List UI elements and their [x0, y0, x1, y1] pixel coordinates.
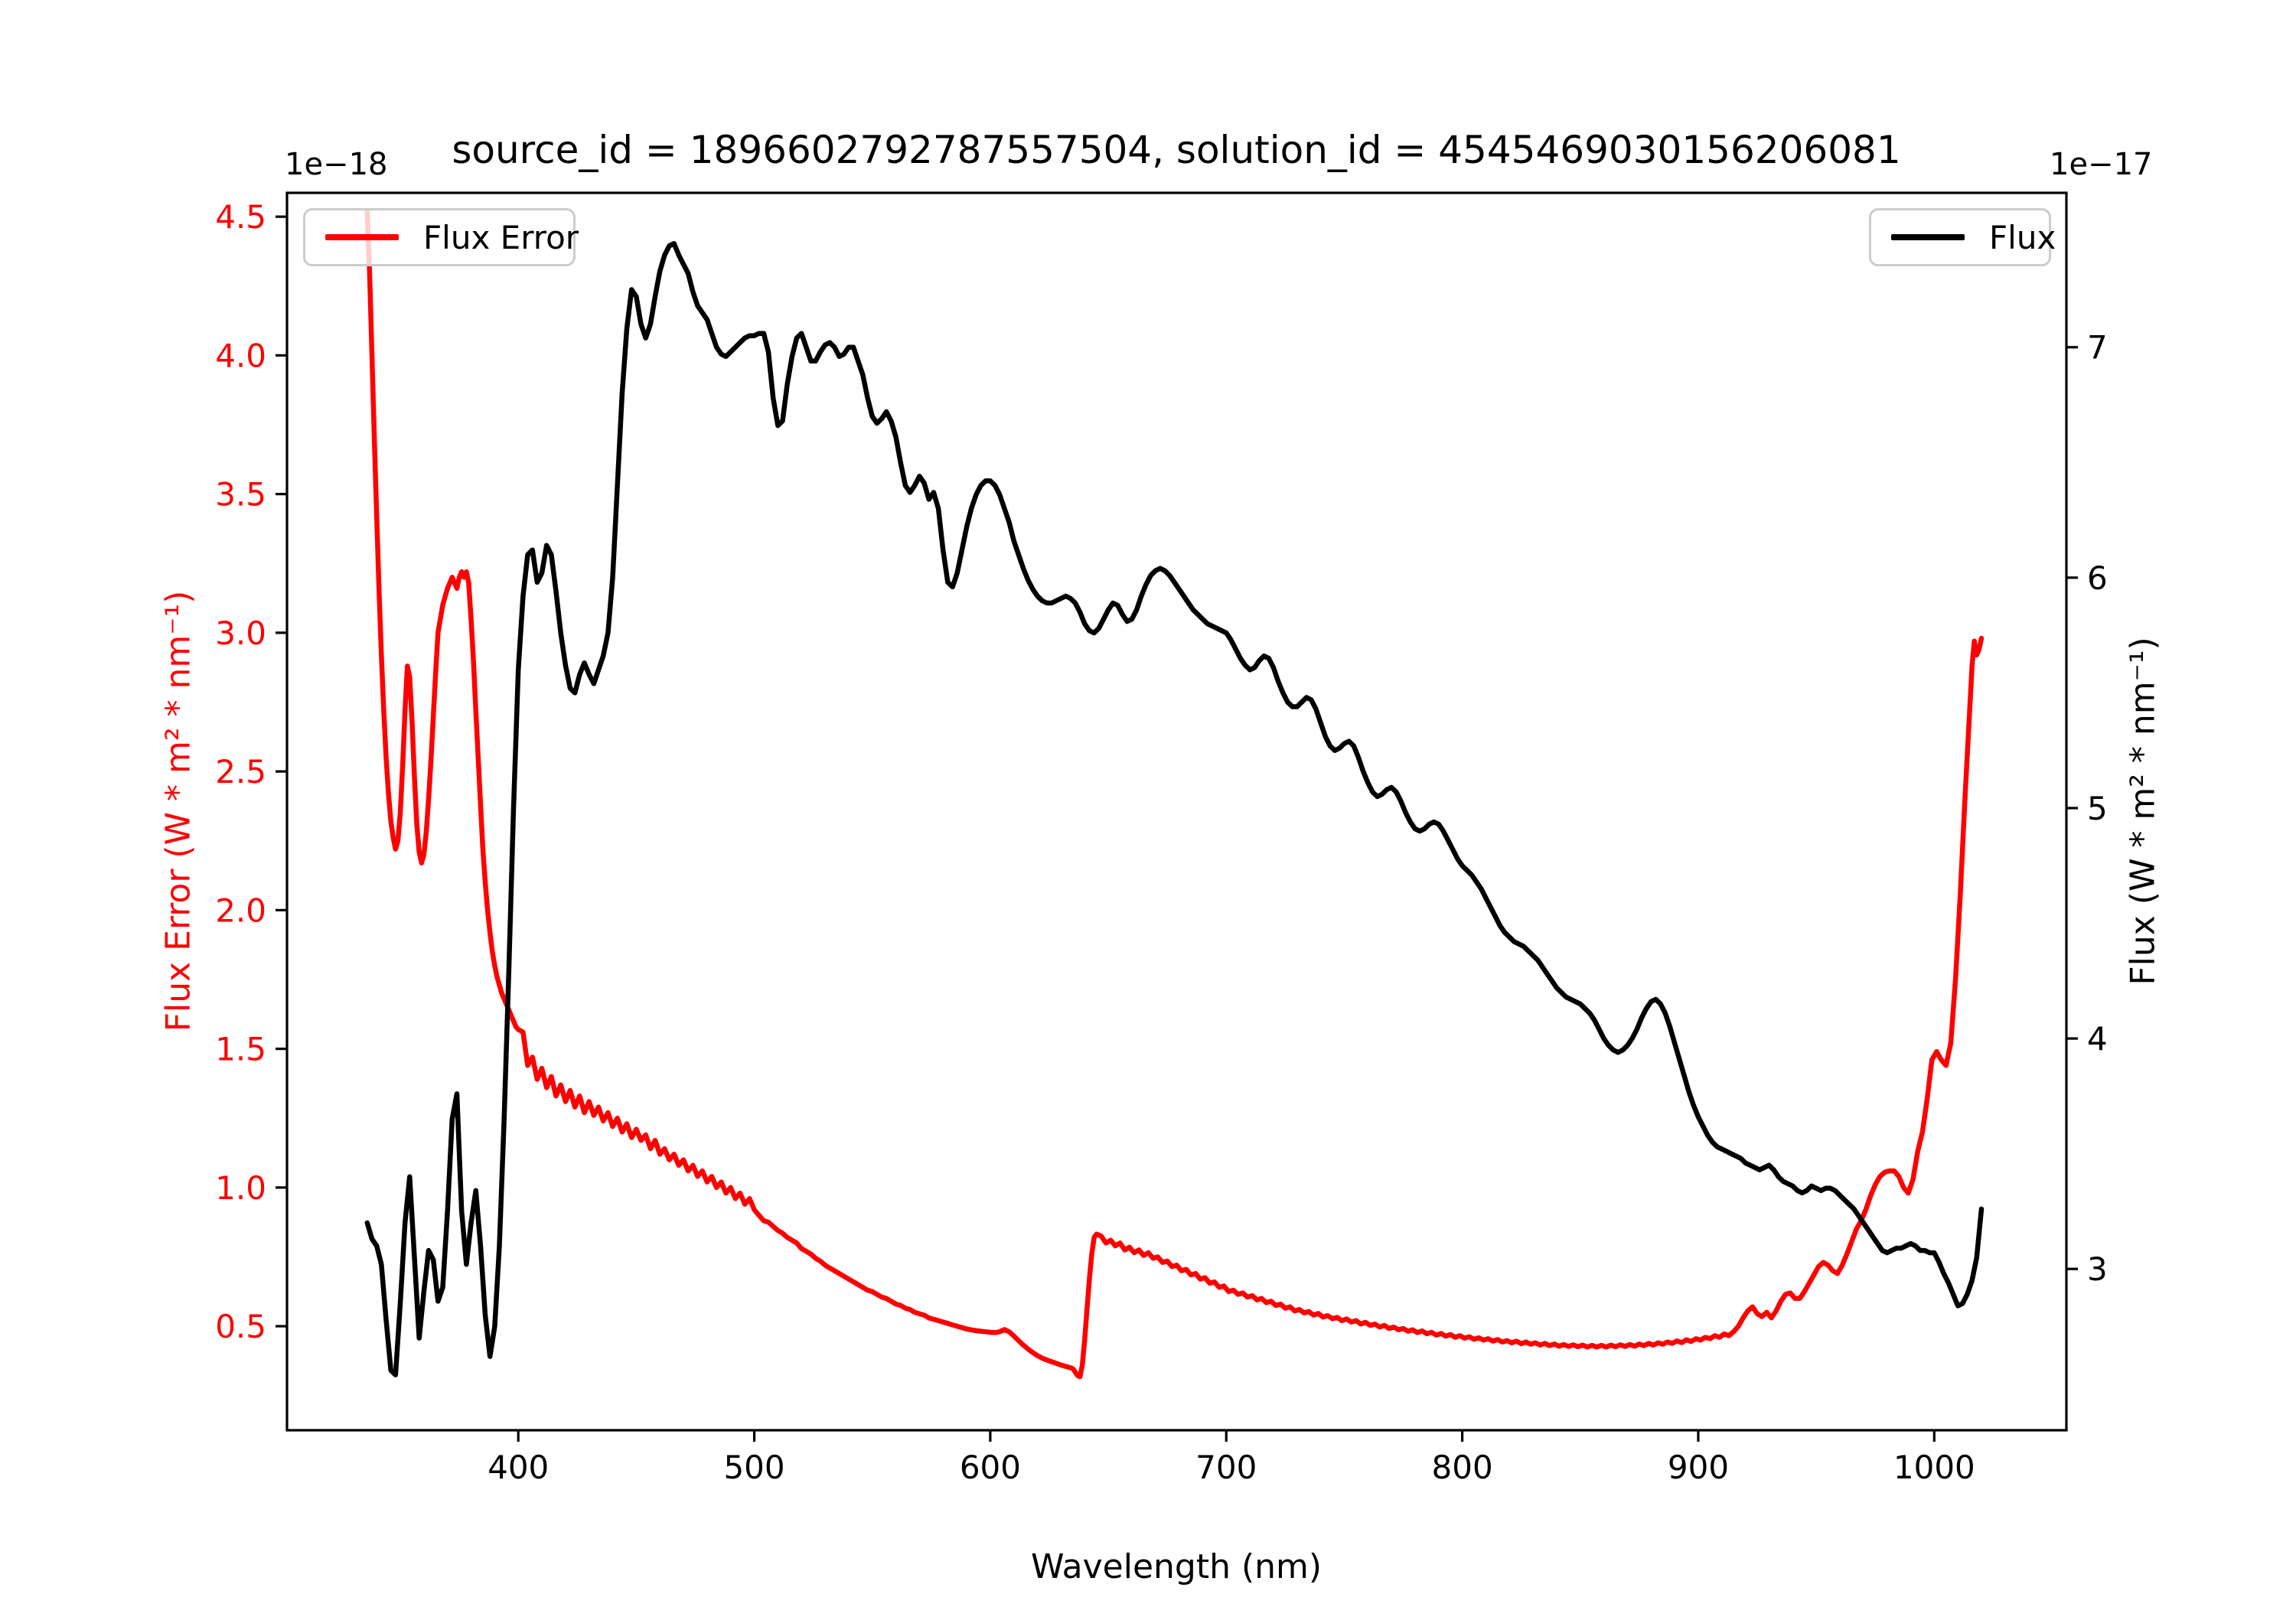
- x-tick-label: 1000: [1893, 1449, 1975, 1486]
- left-y-axis-label: Flux Error (W * m² * nm⁻¹): [158, 590, 198, 1032]
- left-axis-offset-label: 1e−18: [285, 147, 388, 182]
- flux-line-sample: [1891, 234, 1965, 240]
- left-axis-ticks: 0.5 1.0 1.5 2.0 2.5 3.0 3.5 4.0 4.5: [215, 198, 287, 1345]
- x-tick-label: 700: [1195, 1449, 1257, 1486]
- series-flux-error: [364, 208, 1985, 1380]
- left-y-tick-label: 4.0: [215, 337, 266, 374]
- left-y-tick-label: 4.5: [215, 198, 266, 236]
- plot-title: source_id = 1896602792787557504, solutio…: [452, 128, 1901, 172]
- flux-error-line-sample: [325, 234, 399, 240]
- right-y-tick-label: 5: [2087, 790, 2108, 827]
- x-tick-label: 600: [960, 1449, 1021, 1486]
- right-y-tick-label: 6: [2087, 559, 2108, 597]
- x-tick-label: 500: [723, 1449, 784, 1486]
- right-y-axis-label: Flux (W * m² * nm⁻¹): [2123, 637, 2163, 986]
- legend-flux-error: Flux Error: [303, 208, 579, 266]
- x-tick-label: 800: [1432, 1449, 1493, 1486]
- left-y-tick-label: 1.5: [215, 1031, 266, 1068]
- left-y-tick-label: 0.5: [215, 1308, 266, 1345]
- left-y-tick-label: 2.0: [215, 892, 266, 929]
- x-axis-label: Wavelength (nm): [1030, 1547, 1322, 1586]
- legend-flux: Flux: [1869, 208, 2056, 266]
- legend-flux-label: Flux: [1989, 218, 2056, 256]
- left-y-tick-label: 3.5: [215, 476, 266, 513]
- right-axis-ticks: 3 4 5 6 7: [2066, 329, 2108, 1288]
- right-axis-offset-label: 1e−17: [2050, 147, 2153, 182]
- x-tick-label: 400: [488, 1449, 549, 1486]
- right-y-tick-label: 3: [2087, 1250, 2108, 1288]
- x-tick-label: 900: [1668, 1449, 1729, 1486]
- left-y-tick-label: 1.0: [215, 1169, 266, 1207]
- x-axis-ticks: 400 500 600 700 800 900 1000: [488, 1430, 1975, 1486]
- right-y-tick-label: 7: [2087, 329, 2108, 367]
- left-y-tick-label: 3.0: [215, 614, 266, 652]
- right-y-tick-label: 4: [2087, 1020, 2108, 1058]
- axes-spines: [285, 191, 2068, 1432]
- legend-flux-error-label: Flux Error: [423, 218, 579, 256]
- series-flux: [364, 240, 1985, 1377]
- left-y-tick-label: 2.5: [215, 753, 266, 790]
